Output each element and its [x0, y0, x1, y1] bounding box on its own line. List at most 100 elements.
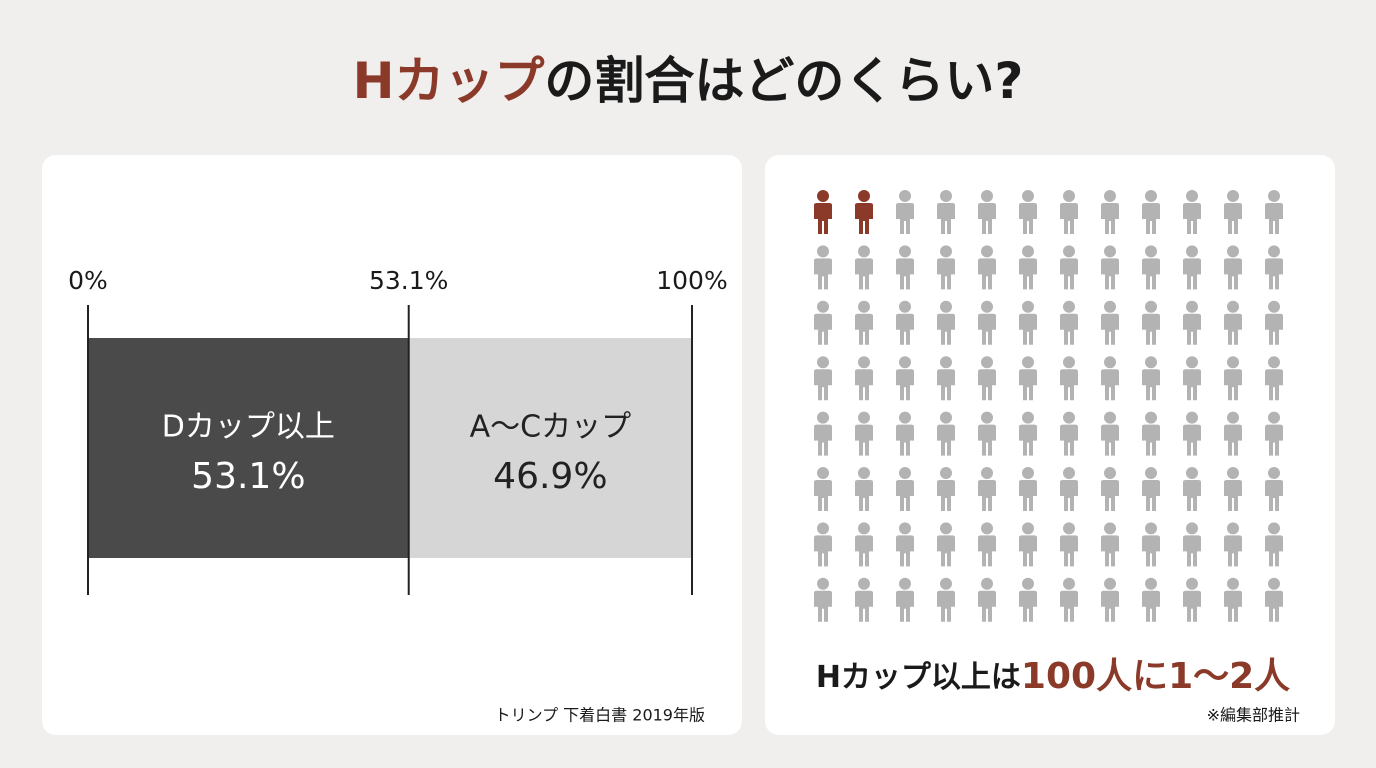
icon-head	[1104, 190, 1116, 202]
person-icon	[1019, 245, 1037, 290]
icon-body	[814, 590, 832, 622]
icon-body	[1060, 535, 1078, 567]
caption: Hカップ以上は100人に1〜2人	[816, 656, 1290, 697]
person-icon	[896, 522, 914, 567]
person-icon	[1060, 577, 1078, 622]
icon-head	[1186, 411, 1198, 424]
person-icon	[1101, 467, 1119, 511]
icon-head	[858, 577, 870, 590]
bar-segment	[408, 338, 692, 558]
person-icon	[1101, 300, 1119, 345]
icon-body	[1224, 313, 1242, 345]
icon-head	[940, 356, 952, 369]
person-icon	[1183, 577, 1201, 622]
icon-head	[1022, 467, 1034, 479]
icon-body	[978, 535, 996, 567]
icon-body	[1265, 480, 1283, 511]
icon-body	[1019, 535, 1037, 567]
icon-head	[1145, 356, 1157, 369]
icon-head	[981, 577, 993, 590]
icon-head	[1063, 467, 1075, 479]
person-icon	[896, 300, 914, 345]
icon-body	[814, 203, 832, 234]
icon-body	[1142, 590, 1160, 622]
icon-body	[1060, 203, 1078, 234]
icon-head	[1063, 300, 1075, 313]
icon-head	[1268, 245, 1280, 258]
icon-body	[937, 203, 955, 234]
icon-body	[1101, 313, 1119, 345]
person-icon	[814, 356, 832, 401]
icon-body	[978, 424, 996, 456]
icon-body	[855, 590, 873, 622]
icon-body	[855, 480, 873, 511]
stacked-bar-chart: Dカップ以上 53.1% A〜Cカップ 46.9% 0% 53.1% 100% トリンプ 下着…	[68, 266, 728, 725]
icon-body	[1019, 369, 1037, 401]
icon-body	[1060, 369, 1078, 401]
icon-head	[940, 190, 952, 202]
icon-head	[817, 577, 829, 590]
icon-body	[814, 258, 832, 290]
icon-head	[981, 190, 993, 202]
person-icon	[1060, 300, 1078, 345]
person-icon	[1224, 245, 1242, 290]
icon-head	[899, 522, 911, 535]
icon-body	[1060, 480, 1078, 511]
icon-head	[1227, 411, 1239, 424]
icon-head	[1104, 522, 1116, 535]
icon-head	[1022, 356, 1034, 369]
icon-body	[978, 258, 996, 290]
caption-emphasis: 100人に1〜2人	[1021, 656, 1290, 697]
icon-head	[817, 467, 829, 479]
icon-body	[1265, 424, 1283, 456]
person-icon	[1265, 245, 1283, 290]
icon-head	[1268, 190, 1280, 202]
icon-head	[1022, 300, 1034, 313]
icon-head	[981, 356, 993, 369]
icon-head	[899, 467, 911, 479]
icon-head	[858, 190, 870, 202]
icon-head	[940, 522, 952, 535]
icon-head	[1063, 577, 1075, 590]
icon-body	[1019, 424, 1037, 456]
icon-body	[855, 424, 873, 456]
person-icon	[1142, 467, 1160, 511]
segment-name: A〜Cカップ	[470, 410, 631, 445]
icon-body	[1224, 369, 1242, 401]
source: トリンプ 下着白書 2019年版	[495, 706, 705, 725]
person-icon	[896, 467, 914, 511]
icon-body	[1142, 424, 1160, 456]
icon-body	[1224, 258, 1242, 290]
person-icon	[1101, 190, 1119, 234]
person-icon	[1060, 245, 1078, 290]
icon-body	[1224, 424, 1242, 456]
person-icon	[1183, 190, 1201, 234]
icon-body	[1183, 590, 1201, 622]
icon-body	[896, 203, 914, 234]
person-icon	[814, 245, 832, 290]
icon-head	[1104, 300, 1116, 313]
icon-body	[814, 369, 832, 401]
icon-body	[978, 480, 996, 511]
person-icon	[1183, 467, 1201, 511]
icon-body	[1142, 203, 1160, 234]
icon-body	[896, 535, 914, 567]
person-icon	[978, 522, 996, 567]
icon-body	[896, 480, 914, 511]
person-icon	[1142, 245, 1160, 290]
person-icon	[1265, 411, 1283, 456]
person-icon	[978, 411, 996, 456]
person-icon	[1060, 467, 1078, 511]
icon-head	[1022, 577, 1034, 590]
icon-body	[1265, 258, 1283, 290]
icon-body	[1142, 258, 1160, 290]
person-icon	[855, 356, 873, 401]
icon-body	[1183, 424, 1201, 456]
person-icon	[814, 522, 832, 567]
person-icon	[1224, 411, 1242, 456]
icon-head	[1145, 411, 1157, 424]
icon-head	[940, 411, 952, 424]
icon-head	[1063, 522, 1075, 535]
person-icon	[1019, 300, 1037, 345]
icon-head	[1022, 245, 1034, 258]
